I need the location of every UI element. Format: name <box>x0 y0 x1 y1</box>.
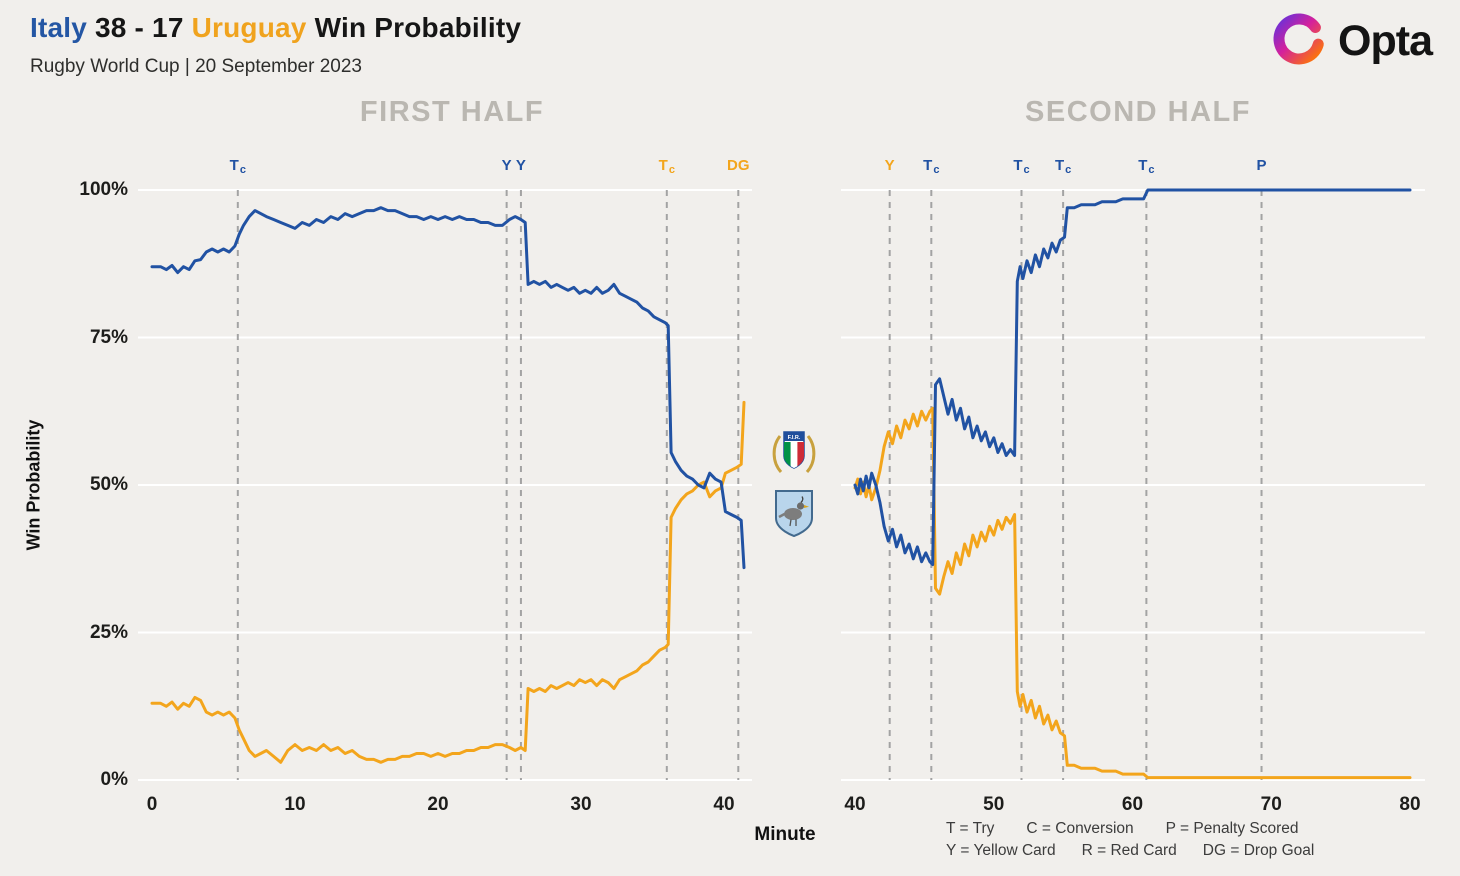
x-tick-label: 20 <box>427 794 448 815</box>
x-tick-label: 30 <box>570 794 591 815</box>
event-label: P <box>1257 157 1267 174</box>
event-label: Y <box>516 157 526 174</box>
x-axis-label: Minute <box>754 824 816 845</box>
y-tick-label: 50% <box>89 474 128 495</box>
match-score: 38 - 17 <box>95 12 184 43</box>
event-label: Tc <box>1138 157 1154 176</box>
x-tick-label: 80 <box>1399 794 1420 815</box>
legend-item: C = Conversion <box>1026 820 1134 837</box>
italy-probability-line <box>853 188 1412 567</box>
italy-crest-icon: F.I.R. <box>770 422 818 483</box>
title-suffix: Win Probability <box>314 12 522 43</box>
x-tick-label: 50 <box>983 794 1004 815</box>
y-tick-label: 25% <box>89 621 128 643</box>
brand-lockup: Opta <box>1270 10 1433 73</box>
legend-item: T = Try <box>946 820 995 837</box>
event-label: Tc <box>230 157 246 176</box>
first-half-chart: Tc Y Y Tc DG 0 10 20 30 40 <box>138 157 752 815</box>
brand-name: Opta <box>1338 17 1433 65</box>
uruguay-probability-line <box>150 400 746 764</box>
y-tick-label: 100% <box>79 179 128 200</box>
italy-probability-line <box>150 206 746 570</box>
event-label: Y <box>885 157 895 174</box>
legend-item: R = Red Card <box>1081 842 1177 859</box>
event-legend: T = Try C = Conversion P = Penalty Score… <box>946 820 1314 864</box>
event-label: Tc <box>659 157 675 176</box>
legend-item: Y = Yellow Card <box>946 842 1056 859</box>
legend-row-2: Y = Yellow Card R = Red Card DG = Drop G… <box>946 842 1314 860</box>
second-half-chart: Y Tc Tc Tc Tc P 40 50 60 70 80 <box>841 157 1425 815</box>
svg-text:F.I.R.: F.I.R. <box>788 435 801 441</box>
x-tick-label: 40 <box>713 794 734 815</box>
away-team-name: Uruguay <box>191 12 307 43</box>
opta-logo-icon <box>1270 10 1328 73</box>
uruguay-crest-icon <box>771 486 817 545</box>
first-half-title: FIRST HALF <box>359 96 545 128</box>
legend-row-1: T = Try C = Conversion P = Penalty Score… <box>946 820 1314 838</box>
x-tick-label: 0 <box>147 794 158 815</box>
x-tick-label: 70 <box>1261 794 1282 815</box>
x-tick-label: 10 <box>284 794 305 815</box>
y-tick-label: 75% <box>89 326 128 348</box>
event-label: Tc <box>923 157 939 176</box>
event-label: Tc <box>1055 157 1071 176</box>
event-label: Tc <box>1013 157 1029 176</box>
second-half-title: SECOND HALF <box>1025 96 1251 128</box>
x-tick-label: 60 <box>1122 794 1143 815</box>
legend-item: DG = Drop Goal <box>1202 842 1315 859</box>
home-team-name: Italy <box>30 12 88 43</box>
x-tick-label: 40 <box>844 794 865 815</box>
y-tick-label: 0% <box>100 769 128 790</box>
uruguay-probability-line <box>853 406 1412 780</box>
event-label: DG <box>727 157 750 174</box>
match-subtitle: Rugby World Cup | 20 September 2023 <box>30 56 362 77</box>
page-title: Italy 38 - 17 Uruguay Win Probability <box>30 12 521 44</box>
event-label: Y <box>502 157 512 174</box>
legend-item: P = Penalty Scored <box>1165 820 1299 837</box>
